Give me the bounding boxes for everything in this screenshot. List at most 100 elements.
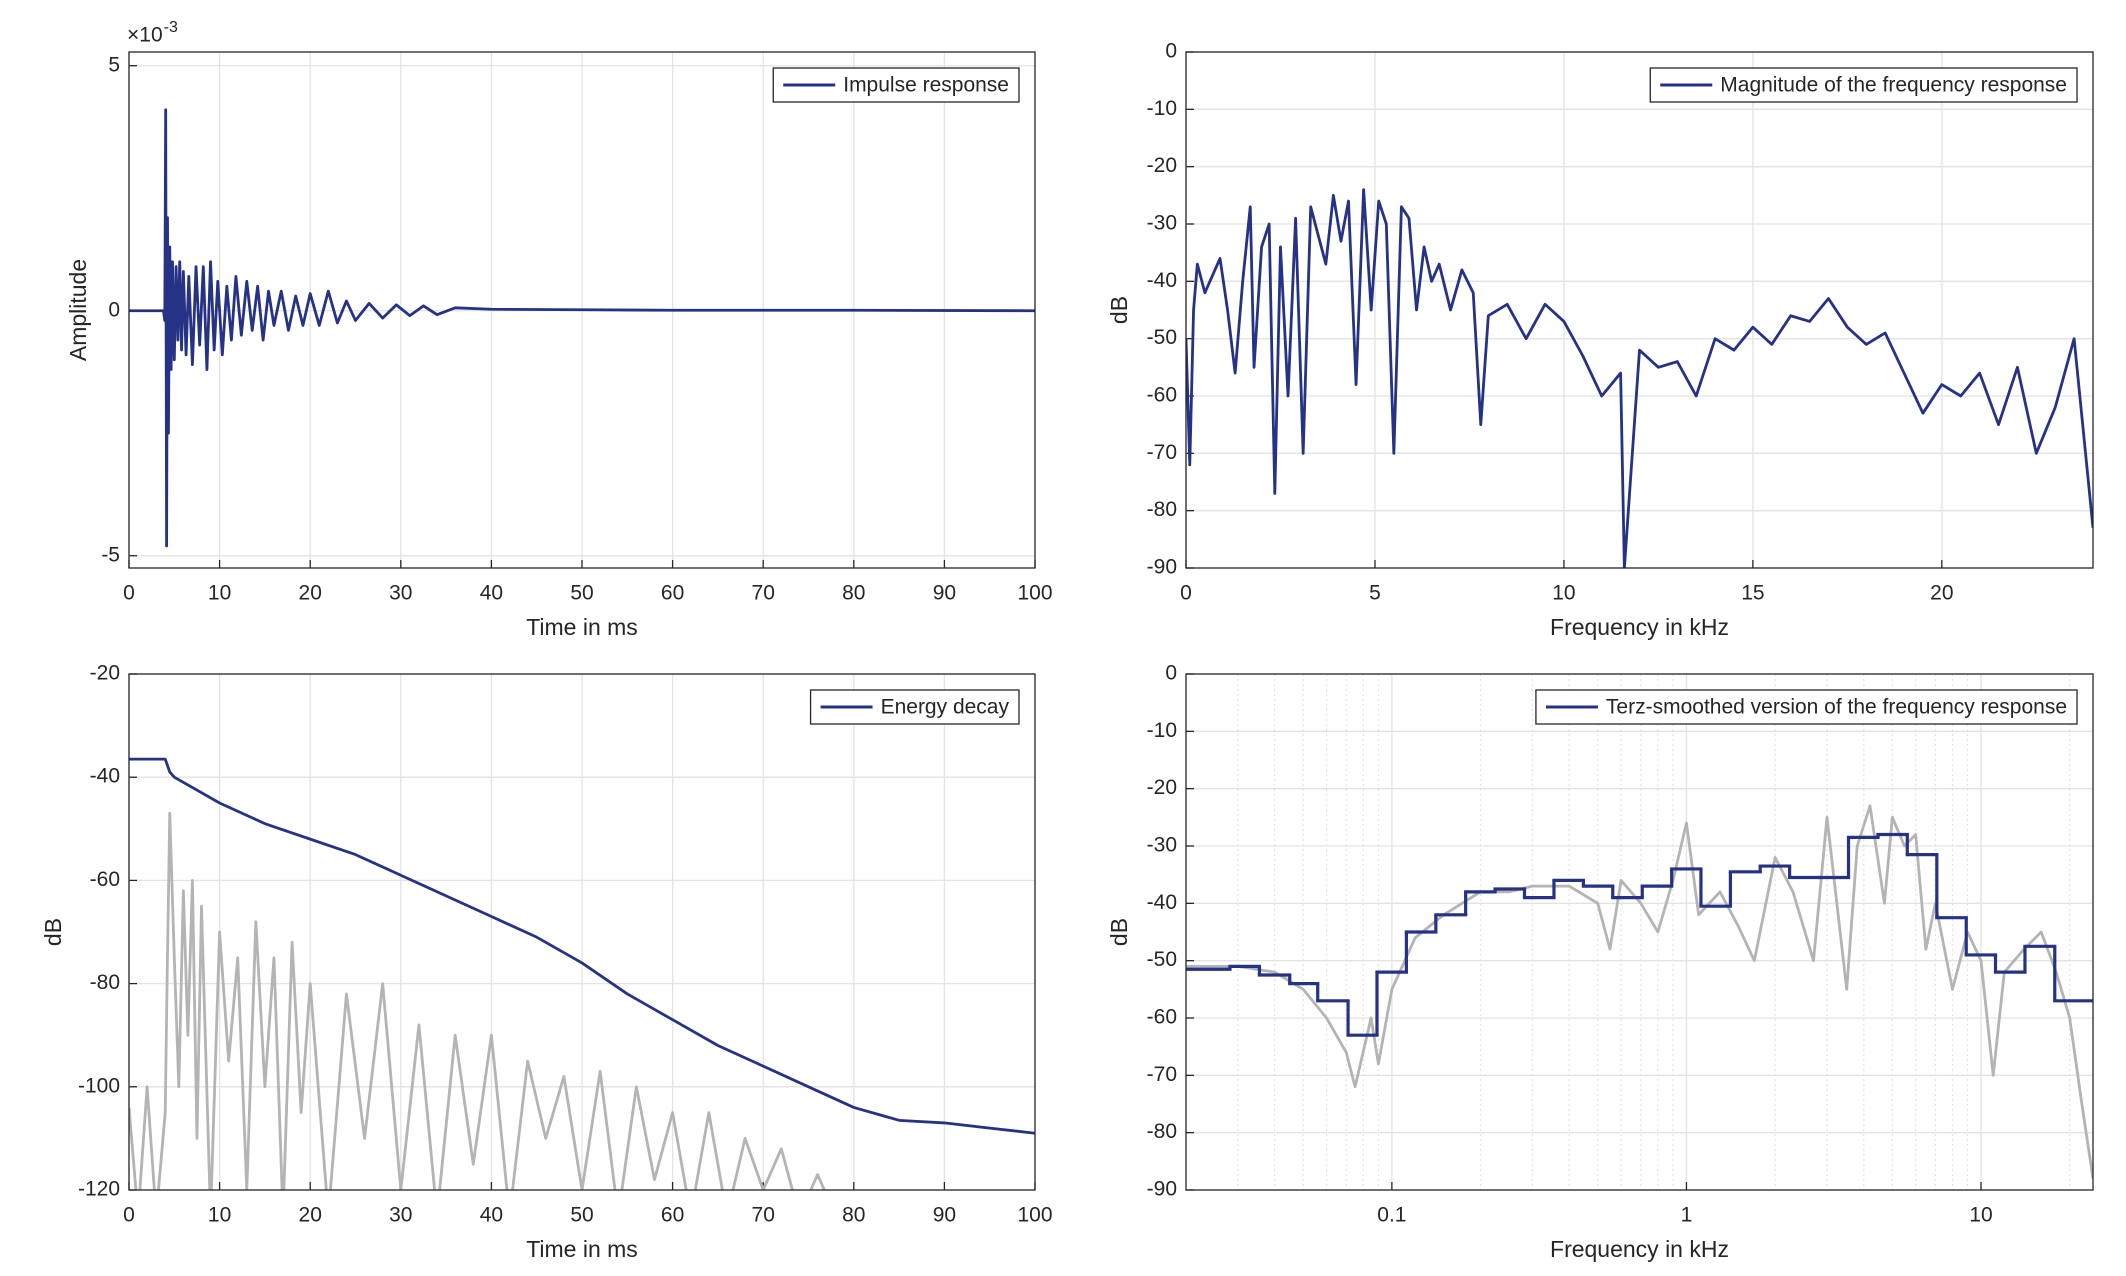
y-axis-label: dB [40, 918, 66, 946]
x-tick-label: 90 [933, 582, 956, 605]
legend-box [1649, 67, 2078, 103]
y-tick-label: -40 [1147, 891, 1177, 914]
y-tick-label: -60 [90, 868, 120, 891]
y-tick-label: -100 [78, 1074, 120, 1097]
x-tick-label: 40 [480, 1204, 503, 1227]
legend: Impulse response [772, 67, 1020, 103]
y-tick-label: -20 [1147, 776, 1177, 799]
y-tick-label: -20 [1147, 154, 1177, 177]
chart-panel: -120 -100 -80 -60 -40 -20 0 10 20 30 40 50 60 70 80 90 1… [40, 662, 1052, 1263]
x-tick-label: 60 [661, 1204, 684, 1227]
y-tick-label: -40 [1147, 269, 1177, 292]
chart-panel: -90 -80 -70 -60 -50 -40 -30 -20 -10 0 0.1 1 10 Freque… [1106, 662, 2094, 1262]
x-axis-label: Time in ms [526, 614, 638, 640]
legend: Energy decay [809, 689, 1020, 725]
x-tick-label: 5 [1369, 582, 1381, 605]
legend-label: Energy decay [881, 696, 1010, 719]
y-tick-label: -70 [1147, 441, 1177, 464]
legend: Magnitude of the frequency response [1649, 67, 2078, 103]
x-tick-label: 30 [389, 582, 412, 605]
y-tick-label: -5 [101, 543, 120, 566]
chart-panel: -90 -80 -70 -60 -50 -40 -30 -20 -10 0 0 5 10 15 20 Freq… [1106, 40, 2094, 640]
x-tick-label: 70 [752, 1204, 775, 1227]
y-axis-label: dB [1106, 918, 1132, 946]
x-tick-label: 20 [299, 582, 322, 605]
y-tick-label: -50 [1147, 948, 1177, 971]
axes-box [1185, 51, 2094, 569]
x-tick-label: 100 [1017, 582, 1052, 605]
y-tick-label: -20 [90, 662, 120, 685]
x-tick-label: 70 [752, 582, 775, 605]
y-tick-label: 5 [108, 53, 120, 76]
x-tick-label: 50 [570, 1204, 593, 1227]
legend-label: Terz-smoothed version of the frequency r… [1606, 696, 2067, 719]
legend-label: Magnitude of the frequency response [1720, 74, 2067, 97]
y-tick-label: 0 [108, 298, 120, 321]
x-tick-label: 1 [1681, 1204, 1693, 1227]
y-tick-label: -80 [90, 971, 120, 994]
x-axis-label: Time in ms [526, 1236, 638, 1262]
plot-area [1186, 674, 2093, 1190]
y-tick-label: -40 [90, 765, 120, 788]
y-tick-label: 0 [1165, 40, 1177, 63]
y-tick-label: -90 [1147, 1178, 1177, 1201]
y-tick-label: -60 [1147, 1006, 1177, 1029]
y-tick-label: -80 [1147, 498, 1177, 521]
y-tick-label: -30 [1147, 834, 1177, 857]
x-tick-label: 0 [123, 1204, 135, 1227]
x-axis-label: Frequency in kHz [1550, 1236, 1729, 1262]
data-layer [129, 108, 1035, 548]
x-tick-label: 10 [208, 1204, 231, 1227]
y-tick-label: -10 [1147, 97, 1177, 120]
data-line [1186, 188, 2093, 568]
data-line [1186, 804, 2093, 1179]
data-layer [129, 757, 1035, 1190]
x-tick-label: 60 [661, 582, 684, 605]
y-tick-label: -10 [1147, 719, 1177, 742]
axes-box [1185, 673, 2094, 1191]
x-tick-label: 15 [1741, 582, 1764, 605]
x-tick-label: 0.1 [1377, 1204, 1406, 1227]
axes-box [128, 51, 1036, 569]
x-tick-label: 40 [480, 582, 503, 605]
axes-box [128, 673, 1036, 1191]
x-tick-label: 50 [570, 582, 593, 605]
y-tick-label: -120 [78, 1178, 120, 1201]
x-tick-label: 90 [933, 1204, 956, 1227]
x-tick-label: 80 [842, 582, 865, 605]
data-layer [1186, 188, 2093, 568]
x-tick-label: 0 [123, 582, 135, 605]
legend-box [1535, 689, 2078, 725]
data-line [129, 108, 1035, 548]
plot-area [1186, 52, 2093, 568]
x-tick-label: 30 [389, 1204, 412, 1227]
legend: Terz-smoothed version of the frequency r… [1535, 689, 2078, 725]
y-tick-label: -90 [1147, 556, 1177, 579]
x-tick-label: 20 [1930, 582, 1953, 605]
x-tick-label: 10 [208, 582, 231, 605]
y-exponent-power: -3 [164, 19, 178, 36]
y-axis-label: dB [1106, 296, 1132, 324]
y-tick-label: -30 [1147, 212, 1177, 235]
y-tick-label: -50 [1147, 326, 1177, 349]
x-tick-label: 80 [842, 1204, 865, 1227]
x-tick-label: 0 [1180, 582, 1192, 605]
y-exponent-base: ×10 [127, 24, 163, 47]
x-tick-label: 10 [1969, 1204, 1992, 1227]
x-tick-label: 20 [299, 1204, 322, 1227]
y-tick-label: -70 [1147, 1063, 1177, 1086]
x-axis-label: Frequency in kHz [1550, 614, 1729, 640]
y-tick-label: -60 [1147, 384, 1177, 407]
y-tick-label: -80 [1147, 1120, 1177, 1143]
data-layer [1186, 804, 2093, 1179]
data-line [129, 811, 826, 1190]
y-axis-label: Amplitude [65, 259, 91, 361]
data-line [129, 757, 1035, 1135]
x-tick-label: 10 [1552, 582, 1575, 605]
x-tick-label: 100 [1017, 1204, 1052, 1227]
legend-label: Impulse response [843, 74, 1009, 97]
y-tick-label: 0 [1165, 662, 1177, 685]
